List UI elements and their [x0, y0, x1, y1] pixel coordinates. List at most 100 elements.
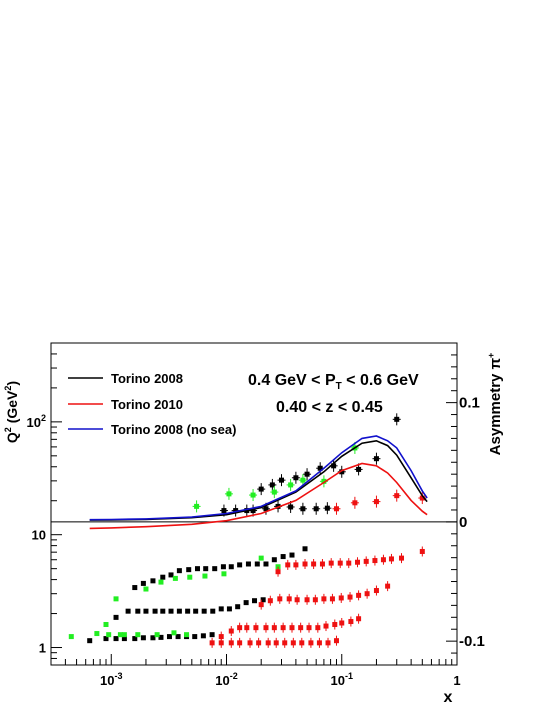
q2-point — [275, 569, 281, 575]
asymmetry-point — [373, 456, 379, 462]
y-left-tick-label: 1 — [39, 641, 46, 656]
q2-point — [68, 634, 74, 640]
q2-point — [247, 640, 253, 646]
q2-point — [271, 557, 277, 563]
asymmetry-point — [394, 493, 400, 499]
q2-point — [338, 595, 344, 601]
q2-point — [132, 636, 138, 642]
q2-point — [218, 640, 224, 646]
legend-label-torino-2008: Torino 2008 — [111, 371, 183, 386]
q2-point — [220, 564, 226, 570]
q2-point — [168, 572, 174, 578]
q2-point — [256, 640, 262, 646]
q2-point — [237, 562, 243, 568]
plot-layer — [51, 413, 457, 648]
q2-point — [94, 631, 100, 637]
q2-point — [385, 583, 391, 589]
q2-point — [302, 546, 308, 552]
q2-point — [228, 640, 234, 646]
q2-point — [184, 632, 190, 638]
asymmetry-point — [271, 489, 277, 495]
q2-point — [364, 591, 370, 597]
q2-point — [228, 564, 234, 570]
q2-point — [263, 625, 269, 631]
asymmetry-point — [300, 506, 306, 512]
asymmetry-point — [288, 482, 294, 488]
q2-point — [304, 597, 310, 603]
q2-point — [160, 574, 166, 580]
q2-point — [323, 623, 329, 629]
q2-point — [152, 608, 158, 614]
q2-point — [347, 594, 353, 600]
asymmetry-point — [331, 463, 337, 469]
q2-point — [176, 608, 182, 614]
x-axis-title: x — [444, 689, 453, 705]
y-right-tick-label: 0 — [459, 514, 467, 531]
q2-point — [235, 604, 241, 610]
q2-point — [267, 598, 273, 604]
x-tick-label: 10-2 — [215, 671, 237, 688]
q2-point — [185, 608, 191, 614]
q2-point — [312, 597, 318, 603]
asymmetry-point — [317, 465, 323, 471]
y-axis-left-title: Q2 (GeV2) — [3, 381, 20, 443]
asymmetry-point — [250, 492, 256, 498]
q2-point — [348, 619, 354, 625]
q2-point — [315, 625, 321, 631]
q2-point — [203, 566, 209, 572]
q2-point — [113, 614, 119, 620]
asymmetry-point — [226, 491, 232, 497]
legend-label-torino-2010: Torino 2010 — [111, 397, 183, 412]
q2-point — [121, 636, 127, 642]
q2-point — [290, 640, 296, 646]
q2-point — [319, 561, 325, 567]
asymmetry-point — [352, 500, 358, 506]
q2-point — [132, 585, 138, 591]
q2-point — [143, 586, 149, 592]
asymmetry-point — [339, 469, 345, 475]
plot-frame — [50, 342, 458, 666]
q2-point — [289, 625, 295, 631]
q2-point — [245, 561, 251, 567]
q2-point — [293, 562, 299, 568]
q2-point — [294, 597, 300, 603]
q2-point — [356, 616, 362, 622]
q2-point — [221, 571, 227, 577]
q2-point — [298, 625, 304, 631]
q2-point — [346, 560, 352, 566]
q2-point — [380, 557, 386, 563]
asymmetry-point — [269, 482, 275, 488]
q2-point — [399, 555, 405, 561]
q2-point — [316, 640, 322, 646]
q2-point — [273, 640, 279, 646]
asymmetry-point — [221, 508, 227, 514]
asymmetry-point — [288, 504, 294, 510]
q2-point — [226, 606, 232, 612]
asymmetry-point — [263, 506, 269, 512]
asymmetry-point — [300, 477, 306, 483]
q2-point — [140, 635, 146, 641]
asymmetry-point — [394, 416, 400, 422]
q2-point — [308, 640, 314, 646]
x-tick-label: 10-1 — [331, 671, 353, 688]
q2-point — [419, 548, 425, 554]
asymmetry-point — [250, 508, 256, 514]
q2-point — [192, 634, 198, 640]
q2-point — [209, 632, 215, 638]
asymmetry-point — [293, 475, 299, 481]
asymmetry-point — [356, 466, 362, 472]
q2-point — [254, 561, 260, 567]
q2-point — [332, 621, 338, 627]
q2-point — [277, 596, 283, 602]
axis-layer: 10-3 10-2 10-1 1 1 10 102 -0.1 0 0.1 — [27, 342, 485, 688]
x-tick-label: 10-3 — [100, 671, 122, 688]
asymmetry-point — [321, 478, 327, 484]
q2-point — [228, 628, 234, 634]
q2-point — [280, 625, 286, 631]
q2-point — [202, 573, 208, 579]
q2-point — [171, 630, 177, 636]
q2-point — [186, 567, 192, 573]
asymmetry-point — [333, 506, 339, 512]
